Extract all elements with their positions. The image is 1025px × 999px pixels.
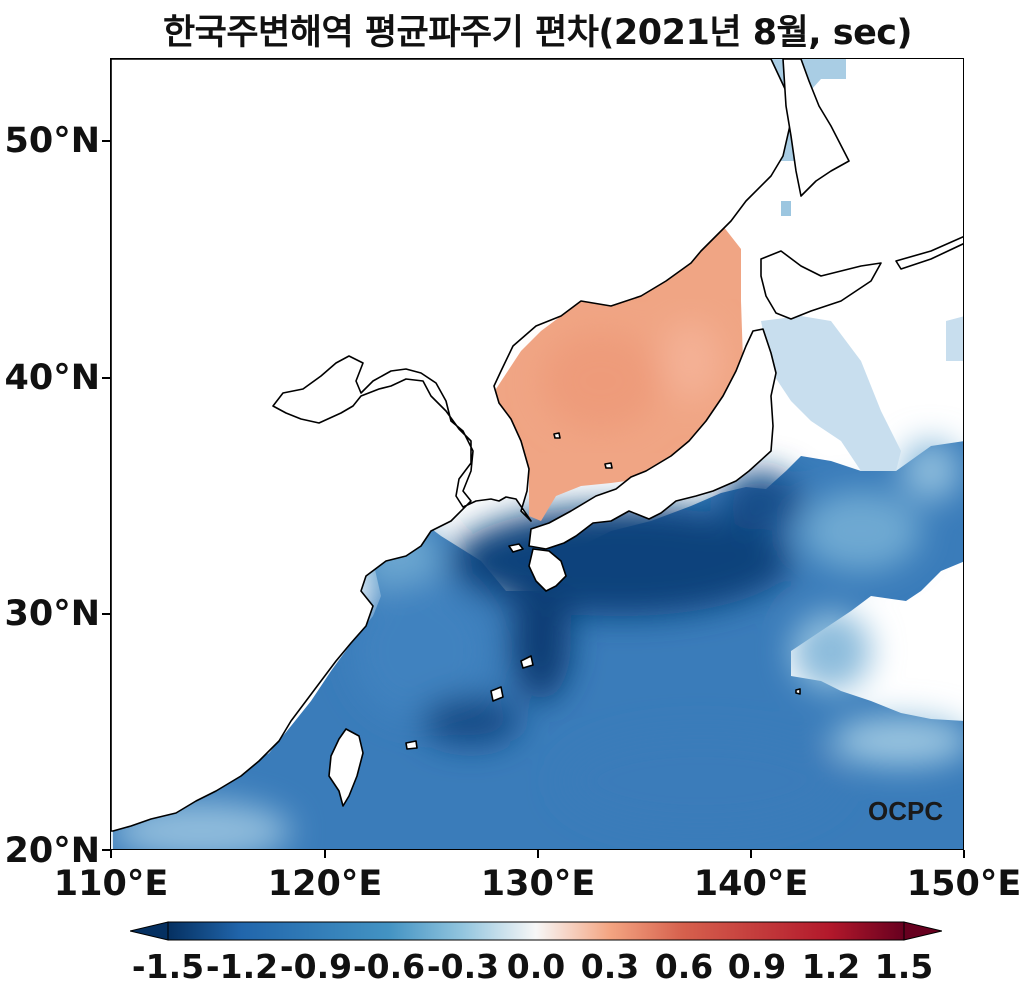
x-tick-label: 120°E [267,864,383,904]
colorbar-label: 0.0 [506,947,566,986]
japan-hokkaido [760,250,882,320]
small-island-2 [604,462,613,469]
sakhalin-island [782,59,850,197]
x-tick-140 [750,850,752,858]
colorbar-label: 0.3 [580,947,640,986]
ocpc-logo: OCPC [868,796,944,826]
x-tick-110 [110,850,112,858]
colorbar-label: 0.9 [727,947,787,986]
japan-honshu [528,328,777,550]
small-island-1 [553,432,561,439]
colorbar-extend-high [903,921,942,941]
japan-kyushu [528,548,567,592]
mainland-china-korea [111,59,792,832]
x-tick-130 [537,850,539,858]
x-tick-150 [963,850,965,858]
ryukyu-island-1 [520,655,534,669]
kuril-coast [895,236,963,270]
colorbar-label: -0.6 [352,947,426,986]
x-tick-label: 110°E [53,864,169,904]
taiwan-island [328,728,364,807]
colorbar-label: -1.5 [131,947,205,986]
colorbar-label: -0.9 [279,947,353,986]
x-tick-label: 130°E [480,864,596,904]
map-svg [111,59,963,849]
colorbar-label: 0.6 [654,947,714,986]
coastline [111,59,963,832]
y-tick-label: 50°N [4,121,101,161]
x-tick-label: 150°E [906,864,1022,904]
y-tick-label: 20°N [4,831,101,871]
ryukyu-island-2 [490,686,504,702]
colorbar-label: 1.5 [874,947,934,986]
colorbar [130,921,942,941]
y-tick-30 [102,613,110,615]
map-panel [110,58,964,850]
ryukyu-island-3 [405,740,418,750]
x-tick-label: 140°E [693,864,809,904]
y-tick-50 [102,140,110,142]
colorbar-label: -0.3 [426,947,500,986]
y-tick-label: 30°N [4,594,101,634]
y-tick-label: 40°N [4,358,101,398]
colorbar-label: -1.2 [205,947,279,986]
y-tick-40 [102,377,110,379]
colorbar-extend-low [130,921,169,941]
colorbar-label: 1.2 [801,947,861,986]
chart-title: 한국주변해역 평균파주기 편차(2021년 8월, sec) [162,13,913,53]
colorbar-gradient [167,921,905,941]
y-tick-20 [102,849,110,851]
jeju-island [508,543,524,553]
x-tick-120 [324,850,326,858]
small-island-3 [795,688,801,695]
